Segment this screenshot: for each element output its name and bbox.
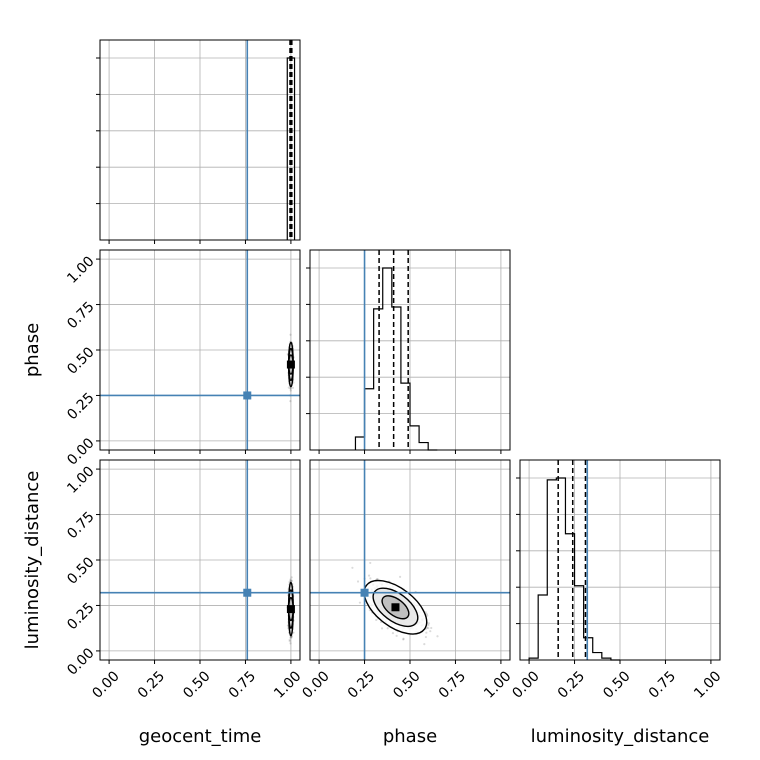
y-tick-label: 0.00 bbox=[64, 435, 97, 468]
sample-point bbox=[290, 579, 294, 582]
panel-2-0 bbox=[99, 459, 301, 661]
sample-point bbox=[369, 577, 372, 580]
y-axis-label-luminosity_distance: luminosity_distance bbox=[22, 471, 43, 650]
sample-point bbox=[290, 579, 293, 583]
panel-2-2 bbox=[516, 459, 721, 661]
y-tick-label: 0.75 bbox=[64, 299, 97, 332]
panel-1-1 bbox=[306, 249, 511, 451]
x-tick-label: 0.75 bbox=[436, 668, 469, 701]
sample-point bbox=[356, 580, 360, 583]
x-tick-label: 0.75 bbox=[646, 668, 679, 701]
sample-point bbox=[290, 576, 293, 579]
sample-point bbox=[402, 638, 405, 641]
sample-point bbox=[289, 333, 292, 336]
x-tick-label: 1.00 bbox=[481, 668, 514, 701]
y-tick-label: 0.25 bbox=[64, 600, 97, 633]
x-tick-label: 0.25 bbox=[135, 668, 168, 701]
sample-point bbox=[426, 614, 429, 617]
truth-marker bbox=[243, 391, 252, 400]
panel-2-1 bbox=[309, 459, 511, 661]
x-tick-label: 0.00 bbox=[89, 668, 122, 701]
x-tick-label: 1.00 bbox=[271, 668, 304, 701]
sample-point bbox=[351, 566, 354, 569]
sample-point bbox=[288, 638, 291, 641]
sample-point bbox=[380, 627, 384, 630]
x-tick-label: 0.50 bbox=[600, 668, 633, 701]
sample-point bbox=[289, 642, 292, 645]
density-peak bbox=[391, 603, 400, 612]
x-tick-label: 0.25 bbox=[555, 668, 588, 701]
density-peak bbox=[286, 605, 295, 614]
sample-point bbox=[399, 575, 402, 578]
sample-point bbox=[391, 632, 395, 635]
sample-point bbox=[289, 578, 292, 581]
x-tick-label: 0.00 bbox=[509, 668, 542, 701]
y-tick-label: 0.75 bbox=[64, 509, 97, 542]
x-tick-label: 0.00 bbox=[299, 668, 332, 701]
y-axis-label-phase: phase bbox=[22, 323, 43, 377]
histogram-luminosity_distance bbox=[528, 477, 620, 661]
sample-point bbox=[427, 626, 430, 630]
y-tick-label: 0.00 bbox=[64, 645, 97, 678]
truth-marker bbox=[243, 588, 252, 597]
panel-0-0 bbox=[96, 39, 301, 241]
sample-point bbox=[289, 636, 292, 639]
y-tick-label: 0.50 bbox=[64, 344, 97, 377]
x-tick-label: 0.25 bbox=[345, 668, 378, 701]
y-tick-label: 1.00 bbox=[64, 463, 97, 496]
sample-point bbox=[292, 631, 295, 634]
x-axis-label-luminosity_distance: luminosity_distance bbox=[531, 726, 710, 747]
sample-point bbox=[386, 627, 389, 630]
sample-point bbox=[289, 387, 292, 390]
sample-point bbox=[395, 634, 398, 637]
histogram-phase bbox=[354, 267, 438, 451]
sample-point bbox=[376, 577, 379, 581]
x-tick-label: 0.75 bbox=[226, 668, 259, 701]
sample-point bbox=[429, 630, 432, 633]
x-tick-label: 0.50 bbox=[390, 668, 423, 701]
sample-point bbox=[427, 624, 430, 627]
sample-point bbox=[289, 579, 292, 582]
density-peak bbox=[286, 360, 295, 369]
x-axis-label-geocent_time: geocent_time bbox=[139, 726, 262, 747]
sample-point bbox=[289, 387, 292, 390]
sample-point bbox=[290, 636, 293, 639]
sample-point bbox=[375, 618, 378, 622]
y-tick-label: 0.50 bbox=[64, 554, 97, 587]
sample-point bbox=[425, 613, 428, 616]
y-tick-label: 1.00 bbox=[64, 253, 97, 286]
panel-1-0 bbox=[99, 249, 301, 451]
truth-marker bbox=[360, 588, 369, 597]
x-tick-label: 0.50 bbox=[180, 668, 213, 701]
sample-point bbox=[426, 626, 429, 629]
sample-point bbox=[291, 386, 295, 389]
sample-point bbox=[402, 637, 405, 640]
sample-point bbox=[358, 601, 362, 604]
sample-point bbox=[430, 626, 433, 630]
sample-point bbox=[289, 389, 292, 392]
sample-point bbox=[367, 574, 371, 577]
sample-point bbox=[369, 561, 372, 565]
sample-point bbox=[423, 642, 426, 646]
sample-point bbox=[427, 622, 431, 625]
x-axis-label-phase: phase bbox=[383, 726, 437, 747]
x-tick-label: 1.00 bbox=[691, 668, 724, 701]
sample-point bbox=[289, 400, 292, 403]
sample-point bbox=[425, 631, 428, 634]
sample-point bbox=[288, 639, 291, 643]
sample-point bbox=[436, 635, 439, 638]
y-tick-label: 0.25 bbox=[64, 390, 97, 423]
sample-point bbox=[424, 635, 428, 639]
sample-point bbox=[287, 386, 290, 389]
